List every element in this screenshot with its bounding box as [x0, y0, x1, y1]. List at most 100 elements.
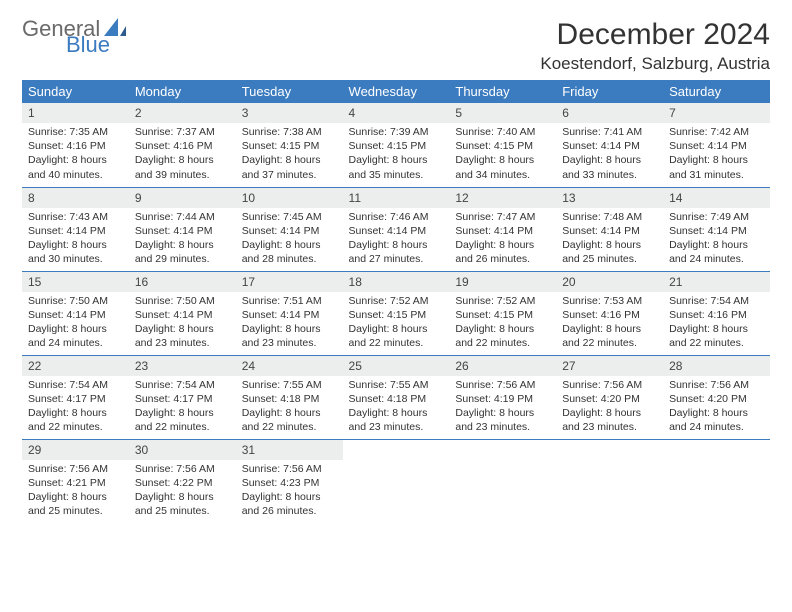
sunrise-text: Sunrise: 7:53 AM — [562, 294, 657, 308]
day-content: Sunrise: 7:54 AMSunset: 4:17 PMDaylight:… — [22, 376, 129, 439]
sunrise-text: Sunrise: 7:54 AM — [669, 294, 764, 308]
sunset-text: Sunset: 4:23 PM — [242, 476, 337, 490]
daylight-text: Daylight: 8 hours — [669, 238, 764, 252]
sunrise-text: Sunrise: 7:41 AM — [562, 125, 657, 139]
calendar-cell: 22Sunrise: 7:54 AMSunset: 4:17 PMDayligh… — [22, 355, 129, 439]
daylight-text: Daylight: 8 hours — [562, 322, 657, 336]
daylight-text: and 25 minutes. — [135, 504, 230, 518]
daylight-text: Daylight: 8 hours — [455, 322, 550, 336]
daylight-text: Daylight: 8 hours — [562, 153, 657, 167]
day-number: 22 — [22, 356, 129, 376]
daylight-text: and 23 minutes. — [349, 420, 444, 434]
sunset-text: Sunset: 4:16 PM — [28, 139, 123, 153]
day-content: Sunrise: 7:46 AMSunset: 4:14 PMDaylight:… — [343, 208, 450, 271]
daylight-text: Daylight: 8 hours — [135, 238, 230, 252]
daylight-text: Daylight: 8 hours — [242, 322, 337, 336]
daylight-text: and 22 minutes. — [669, 336, 764, 350]
header: General Blue December 2024 Koestendorf, … — [22, 18, 770, 74]
sunset-text: Sunset: 4:22 PM — [135, 476, 230, 490]
sunrise-text: Sunrise: 7:46 AM — [349, 210, 444, 224]
calendar-cell: 9Sunrise: 7:44 AMSunset: 4:14 PMDaylight… — [129, 187, 236, 271]
day-content: Sunrise: 7:56 AMSunset: 4:20 PMDaylight:… — [663, 376, 770, 439]
calendar-cell: 6Sunrise: 7:41 AMSunset: 4:14 PMDaylight… — [556, 103, 663, 187]
day-number: 29 — [22, 440, 129, 460]
weekday-header-row: Sunday Monday Tuesday Wednesday Thursday… — [22, 80, 770, 103]
daylight-text: and 22 minutes. — [562, 336, 657, 350]
day-number: 21 — [663, 272, 770, 292]
daylight-text: Daylight: 8 hours — [28, 406, 123, 420]
day-content: Sunrise: 7:53 AMSunset: 4:16 PMDaylight:… — [556, 292, 663, 355]
sunrise-text: Sunrise: 7:52 AM — [349, 294, 444, 308]
day-content: Sunrise: 7:56 AMSunset: 4:21 PMDaylight:… — [22, 460, 129, 523]
sunset-text: Sunset: 4:14 PM — [455, 224, 550, 238]
daylight-text: Daylight: 8 hours — [562, 406, 657, 420]
day-number: 9 — [129, 188, 236, 208]
day-number: 15 — [22, 272, 129, 292]
calendar-cell: 19Sunrise: 7:52 AMSunset: 4:15 PMDayligh… — [449, 271, 556, 355]
sunset-text: Sunset: 4:18 PM — [242, 392, 337, 406]
logo: General Blue — [22, 18, 126, 56]
calendar-cell: 27Sunrise: 7:56 AMSunset: 4:20 PMDayligh… — [556, 355, 663, 439]
sunrise-text: Sunrise: 7:37 AM — [135, 125, 230, 139]
daylight-text: Daylight: 8 hours — [242, 238, 337, 252]
sunset-text: Sunset: 4:15 PM — [242, 139, 337, 153]
daylight-text: and 30 minutes. — [28, 252, 123, 266]
daylight-text: Daylight: 8 hours — [28, 490, 123, 504]
day-content: Sunrise: 7:54 AMSunset: 4:16 PMDaylight:… — [663, 292, 770, 355]
calendar-cell: 29Sunrise: 7:56 AMSunset: 4:21 PMDayligh… — [22, 439, 129, 523]
day-number: 2 — [129, 103, 236, 123]
weekday-header: Sunday — [22, 80, 129, 103]
daylight-text: Daylight: 8 hours — [135, 153, 230, 167]
sunrise-text: Sunrise: 7:40 AM — [455, 125, 550, 139]
sunset-text: Sunset: 4:19 PM — [455, 392, 550, 406]
day-number: 11 — [343, 188, 450, 208]
sunrise-text: Sunrise: 7:44 AM — [135, 210, 230, 224]
day-number: 18 — [343, 272, 450, 292]
daylight-text: Daylight: 8 hours — [455, 153, 550, 167]
sunset-text: Sunset: 4:14 PM — [242, 224, 337, 238]
calendar-cell: 30Sunrise: 7:56 AMSunset: 4:22 PMDayligh… — [129, 439, 236, 523]
sunrise-text: Sunrise: 7:55 AM — [242, 378, 337, 392]
day-content: Sunrise: 7:51 AMSunset: 4:14 PMDaylight:… — [236, 292, 343, 355]
sunrise-text: Sunrise: 7:56 AM — [135, 462, 230, 476]
sunrise-text: Sunrise: 7:54 AM — [28, 378, 123, 392]
daylight-text: Daylight: 8 hours — [669, 322, 764, 336]
sunrise-text: Sunrise: 7:35 AM — [28, 125, 123, 139]
day-content: Sunrise: 7:39 AMSunset: 4:15 PMDaylight:… — [343, 123, 450, 186]
sunset-text: Sunset: 4:14 PM — [242, 308, 337, 322]
calendar-cell: 10Sunrise: 7:45 AMSunset: 4:14 PMDayligh… — [236, 187, 343, 271]
daylight-text: and 27 minutes. — [349, 252, 444, 266]
daylight-text: Daylight: 8 hours — [669, 406, 764, 420]
weekday-header: Saturday — [663, 80, 770, 103]
day-number: 31 — [236, 440, 343, 460]
calendar-cell: 12Sunrise: 7:47 AMSunset: 4:14 PMDayligh… — [449, 187, 556, 271]
day-content: Sunrise: 7:52 AMSunset: 4:15 PMDaylight:… — [343, 292, 450, 355]
day-content: Sunrise: 7:37 AMSunset: 4:16 PMDaylight:… — [129, 123, 236, 186]
day-content: Sunrise: 7:42 AMSunset: 4:14 PMDaylight:… — [663, 123, 770, 186]
calendar-row: 1Sunrise: 7:35 AMSunset: 4:16 PMDaylight… — [22, 103, 770, 187]
location: Koestendorf, Salzburg, Austria — [540, 54, 770, 74]
daylight-text: Daylight: 8 hours — [242, 406, 337, 420]
day-content: Sunrise: 7:47 AMSunset: 4:14 PMDaylight:… — [449, 208, 556, 271]
calendar-cell: 8Sunrise: 7:43 AMSunset: 4:14 PMDaylight… — [22, 187, 129, 271]
sunrise-text: Sunrise: 7:56 AM — [242, 462, 337, 476]
daylight-text: Daylight: 8 hours — [135, 406, 230, 420]
weekday-header: Wednesday — [343, 80, 450, 103]
calendar-cell: 16Sunrise: 7:50 AMSunset: 4:14 PMDayligh… — [129, 271, 236, 355]
sunrise-text: Sunrise: 7:56 AM — [562, 378, 657, 392]
day-content: Sunrise: 7:44 AMSunset: 4:14 PMDaylight:… — [129, 208, 236, 271]
daylight-text: and 25 minutes. — [28, 504, 123, 518]
day-number: 1 — [22, 103, 129, 123]
sunset-text: Sunset: 4:16 PM — [135, 139, 230, 153]
daylight-text: and 29 minutes. — [135, 252, 230, 266]
calendar-cell — [663, 439, 770, 523]
day-number: 12 — [449, 188, 556, 208]
calendar-row: 8Sunrise: 7:43 AMSunset: 4:14 PMDaylight… — [22, 187, 770, 271]
sunset-text: Sunset: 4:15 PM — [455, 308, 550, 322]
day-number: 20 — [556, 272, 663, 292]
day-number: 24 — [236, 356, 343, 376]
day-number: 13 — [556, 188, 663, 208]
day-number: 16 — [129, 272, 236, 292]
sunrise-text: Sunrise: 7:47 AM — [455, 210, 550, 224]
sunset-text: Sunset: 4:17 PM — [28, 392, 123, 406]
